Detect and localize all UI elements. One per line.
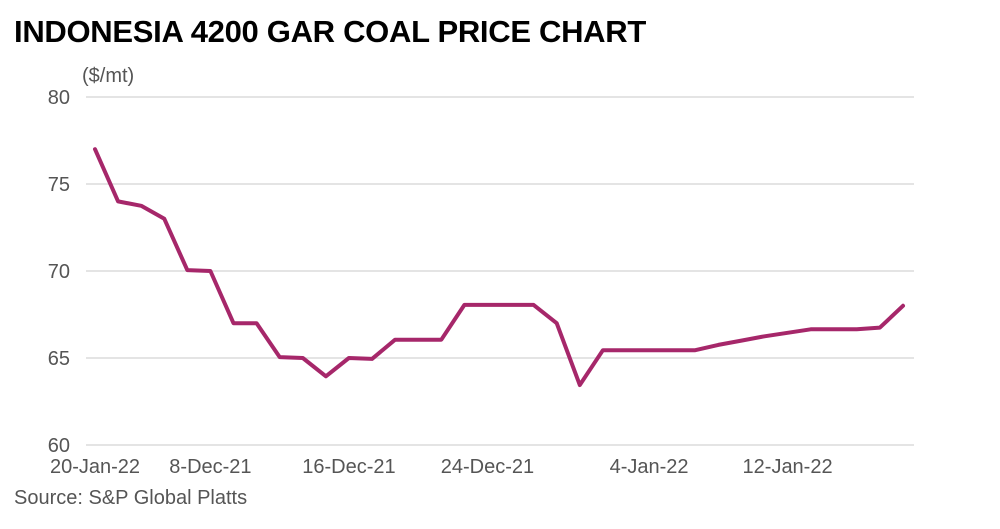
x-axis-ticks: 8-Dec-21 16-Dec-21 24-Dec-21 4-Jan-22 12-Jan… xyxy=(50,456,833,478)
data-point xyxy=(786,331,790,335)
data-point xyxy=(624,348,628,352)
data-point xyxy=(716,343,720,347)
x-tick-label: 4-Jan-22 xyxy=(610,456,689,478)
data-point xyxy=(693,348,697,352)
data-point xyxy=(93,147,97,151)
y-tick-label: 65 xyxy=(48,348,70,370)
data-point xyxy=(555,321,559,325)
x-tick-label: 12-Jan-22 xyxy=(743,456,833,478)
x-tick-label: 20-Jan-22 xyxy=(50,456,140,478)
x-tick-label: 16-Dec-21 xyxy=(302,456,395,478)
data-point xyxy=(393,338,397,342)
data-point xyxy=(878,326,882,330)
x-tick-label: 8-Dec-21 xyxy=(169,456,251,478)
data-point xyxy=(139,204,143,208)
data-point xyxy=(301,356,305,360)
data-point xyxy=(855,327,859,331)
data-point xyxy=(532,303,536,307)
y-tick-label: 70 xyxy=(48,261,70,283)
y-axis-label: ($/mt) xyxy=(82,65,134,87)
data-point xyxy=(901,304,905,308)
price-series-line xyxy=(93,147,905,387)
data-point xyxy=(485,303,489,307)
data-point xyxy=(809,327,813,331)
data-point xyxy=(208,269,212,273)
data-point xyxy=(601,348,605,352)
y-tick-label: 75 xyxy=(48,174,70,196)
y-axis-ticks: 60 65 70 75 80 xyxy=(48,87,70,457)
data-point xyxy=(324,374,328,378)
data-point xyxy=(439,338,443,342)
data-point xyxy=(647,348,651,352)
data-point xyxy=(739,339,743,343)
data-point xyxy=(370,357,374,361)
data-point xyxy=(162,217,166,221)
data-point xyxy=(185,268,189,272)
data-point xyxy=(347,356,351,360)
y-tick-label: 80 xyxy=(48,87,70,109)
data-point xyxy=(509,303,513,307)
data-point xyxy=(232,321,236,325)
data-point xyxy=(116,199,120,203)
data-point xyxy=(762,334,766,338)
series-layer xyxy=(93,147,905,387)
data-point xyxy=(278,355,282,359)
gridlines xyxy=(86,96,914,446)
data-point xyxy=(255,321,259,325)
data-point xyxy=(416,338,420,342)
x-tick-label: 24-Dec-21 xyxy=(441,456,534,478)
data-point xyxy=(462,303,466,307)
chart-title: INDONESIA 4200 GAR COAL PRICE CHART xyxy=(14,14,646,49)
y-tick-label: 60 xyxy=(48,435,70,457)
data-point xyxy=(578,383,582,387)
source-note: Source: S&P Global Platts xyxy=(14,487,248,509)
data-point xyxy=(832,327,836,331)
data-point xyxy=(670,348,674,352)
